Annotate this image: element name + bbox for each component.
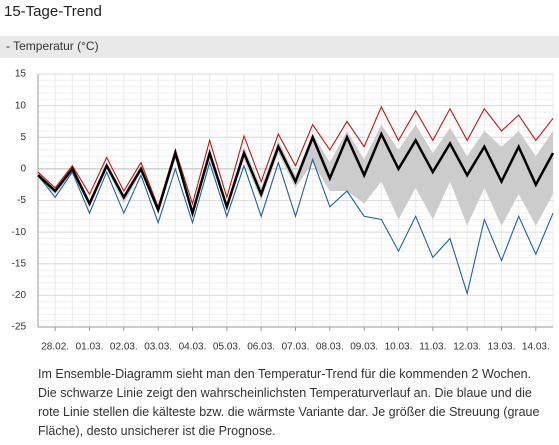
x-tick-label: 28.02. — [41, 342, 69, 353]
y-tick-label: 15 — [15, 69, 27, 80]
spread-band — [38, 124, 553, 226]
x-tick-label: 09.03. — [350, 342, 378, 353]
x-tick-label: 03.03. — [144, 342, 172, 353]
x-tick-label: 06.03. — [247, 342, 275, 353]
x-tick-label: 13.03. — [488, 342, 516, 353]
x-tick-label: 01.03. — [76, 342, 104, 353]
chart: - Temperatur (°C) -25 -20 -15 -10 -5 0 5 10 15 28… — [0, 36, 559, 353]
x-tick-label: 02.03. — [110, 342, 138, 353]
line-series — [37, 157, 554, 296]
y-tick-label: 0 — [20, 164, 26, 175]
x-tick-label: 05.03. — [213, 342, 241, 353]
x-tick-label: 08.03. — [316, 342, 344, 353]
page-title: 15-Tage-Trend — [4, 3, 102, 20]
line-series — [37, 131, 555, 218]
y-tick-label: -20 — [12, 290, 27, 301]
y-tick-label: -5 — [17, 195, 26, 206]
chart-header-bar — [0, 36, 559, 58]
line-series — [37, 105, 554, 209]
x-tick-label: 11.03. — [419, 342, 446, 353]
y-tick-label: -10 — [12, 227, 27, 238]
x-tick-label: 12.03. — [453, 342, 481, 353]
chart-title: - Temperatur (°C) — [6, 39, 99, 53]
x-tick-label: 10.03. — [385, 342, 413, 353]
x-tick-label: 14.03. — [522, 342, 550, 353]
x-tick-label: 04.03. — [179, 342, 207, 353]
y-tick-label: 10 — [15, 100, 27, 111]
y-tick-label: -15 — [12, 258, 27, 269]
x-tick-label: 07.03. — [282, 342, 310, 353]
y-tick-label: -25 — [12, 322, 27, 333]
description: Im Ensemble-Diagramm sieht man den Tempe… — [38, 367, 540, 438]
y-tick-label: 5 — [20, 132, 26, 143]
